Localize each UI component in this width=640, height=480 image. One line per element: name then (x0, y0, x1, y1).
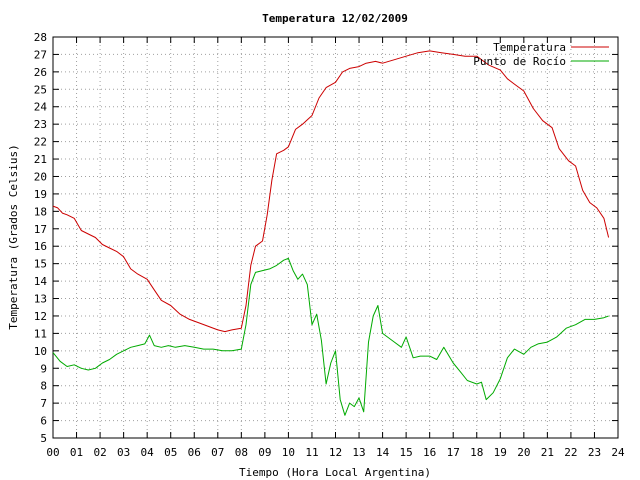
y-tick-label: 17 (34, 223, 47, 236)
x-tick-label: 02 (93, 446, 106, 459)
x-tick-label: 12 (329, 446, 342, 459)
y-tick-label: 28 (34, 31, 47, 44)
x-tick-label: 21 (541, 446, 554, 459)
axis-ticks (52, 36, 619, 439)
y-tick-label: 25 (34, 83, 47, 96)
series-lines (52, 50, 610, 416)
y-tick-label: 22 (34, 136, 47, 149)
y-tick-label: 20 (34, 170, 47, 183)
y-tick-label: 24 (34, 101, 48, 114)
x-tick-label: 11 (305, 446, 318, 459)
legend-label: Punto de Rocío (473, 55, 566, 68)
x-tick-label: 04 (141, 446, 155, 459)
y-tick-label: 23 (34, 118, 47, 131)
legend-label: Temperatura (493, 41, 566, 54)
y-tick-label: 8 (40, 380, 47, 393)
y-axis-label: Temperatura (Grados Celsius) (7, 144, 20, 329)
x-tick-label: 20 (517, 446, 530, 459)
chart-title: Temperatura 12/02/2009 (262, 12, 408, 25)
series-line-punto-de-rocio (52, 257, 609, 416)
y-tick-label: 26 (34, 66, 47, 79)
x-tick-label: 03 (117, 446, 130, 459)
x-tick-label: 17 (447, 446, 460, 459)
x-tick-label: 18 (470, 446, 483, 459)
x-tick-label: 22 (564, 446, 577, 459)
y-tick-label: 11 (34, 327, 47, 340)
y-axis-tick-labels: 5 6 7 8 9 10 11 12 13 14 15 16 17 18 19 20 21 22 23 24 25 26 2… (34, 31, 48, 445)
x-tick-label: 01 (70, 446, 83, 459)
y-tick-label: 18 (34, 205, 47, 218)
y-tick-label: 12 (34, 310, 47, 323)
x-axis-tick-labels: 00 01 02 03 04 05 06 07 08 09 10 11 12 13 14 15 16 17 18 19… (46, 446, 625, 459)
y-tick-label: 19 (34, 188, 47, 201)
y-tick-label: 7 (40, 397, 47, 410)
y-tick-label: 5 (40, 432, 47, 445)
x-tick-label: 16 (423, 446, 436, 459)
x-tick-label: 23 (588, 446, 601, 459)
x-tick-label: 15 (400, 446, 413, 459)
x-tick-label: 00 (46, 446, 59, 459)
x-axis-label: Tiempo (Hora Local Argentina) (239, 466, 431, 479)
y-tick-label: 13 (34, 293, 47, 306)
grid (53, 37, 618, 438)
y-tick-label: 14 (34, 275, 48, 288)
x-tick-label: 24 (611, 446, 625, 459)
y-tick-label: 21 (34, 153, 47, 166)
x-tick-label: 08 (235, 446, 248, 459)
x-tick-label: 05 (164, 446, 177, 459)
x-tick-label: 19 (494, 446, 507, 459)
x-tick-label: 06 (188, 446, 201, 459)
y-tick-label: 6 (40, 415, 47, 428)
x-tick-label: 07 (211, 446, 224, 459)
y-tick-label: 9 (40, 362, 47, 375)
y-tick-label: 16 (34, 240, 47, 253)
y-tick-label: 27 (34, 48, 47, 61)
y-tick-label: 15 (34, 258, 47, 271)
x-tick-label: 13 (352, 446, 365, 459)
x-tick-label: 10 (282, 446, 295, 459)
y-tick-label: 10 (34, 345, 47, 358)
x-tick-label: 14 (376, 446, 390, 459)
x-tick-label: 09 (258, 446, 271, 459)
series-line-temperatura (52, 50, 610, 333)
